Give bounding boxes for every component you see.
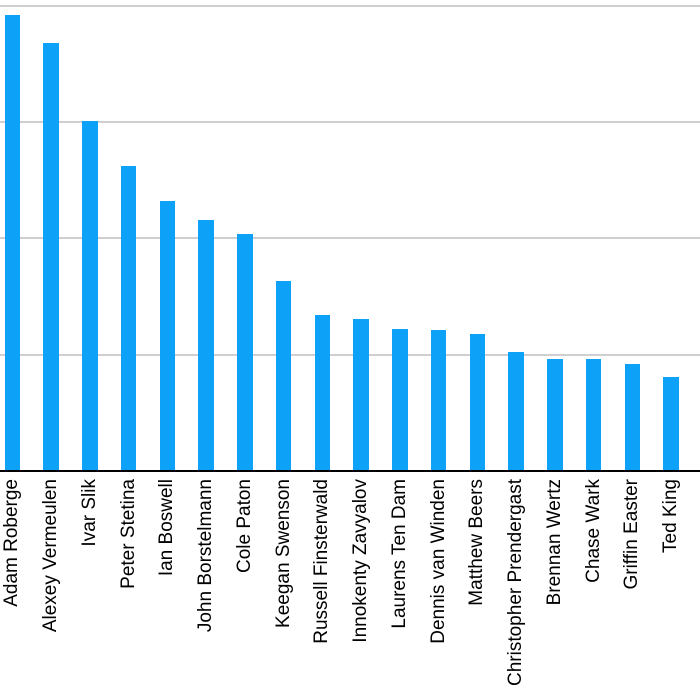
bar[interactable] xyxy=(82,120,98,470)
gridline xyxy=(0,237,700,240)
bar[interactable] xyxy=(275,281,292,470)
gridline xyxy=(0,4,700,7)
bar[interactable] xyxy=(43,43,59,470)
bar[interactable] xyxy=(237,233,253,470)
bar[interactable] xyxy=(624,364,641,470)
x-axis-line xyxy=(0,470,700,472)
x-axis-label: Chase Wark xyxy=(582,479,604,583)
x-axis-label: Ian Boswell xyxy=(156,479,178,577)
x-axis-label: Russell Finsterwald xyxy=(311,479,333,644)
bar[interactable] xyxy=(547,359,563,470)
x-axis-label: Laurens Ten Dam xyxy=(388,479,410,629)
x-axis-label: Ted King xyxy=(660,479,682,553)
bar[interactable] xyxy=(120,166,137,470)
x-axis-label: Keegan Swenson xyxy=(272,479,294,628)
x-axis-label: Christopher Prendergast xyxy=(505,479,527,686)
x-axis-label: Cole Paton xyxy=(233,479,255,574)
gridline xyxy=(0,121,700,124)
x-axis-label: Alexey Vermeulen xyxy=(40,479,62,633)
bar[interactable] xyxy=(469,333,486,470)
bar[interactable] xyxy=(353,318,369,470)
x-axis-label: Matthew Beers xyxy=(466,479,488,606)
x-axis-label: John Borstelmann xyxy=(195,479,217,633)
x-axis-label: Peter Stetina xyxy=(117,479,139,589)
x-axis-label: Ivar Slik xyxy=(78,479,100,547)
x-axis-label: Adam Roberge xyxy=(1,479,23,607)
bar[interactable] xyxy=(663,376,679,470)
x-axis-label: Dennis van Winden xyxy=(427,479,449,644)
gridline xyxy=(0,353,700,356)
x-axis-label: Brennan Wertz xyxy=(543,479,565,606)
bar[interactable] xyxy=(4,15,21,470)
bar[interactable] xyxy=(508,352,524,470)
bar[interactable] xyxy=(198,219,214,470)
x-axis-label: Innokenty Zavyalov xyxy=(350,479,372,643)
x-axis-label: Griffin Easter xyxy=(621,479,643,590)
bar[interactable] xyxy=(314,315,331,470)
bar[interactable] xyxy=(159,201,176,470)
bar[interactable] xyxy=(392,329,408,470)
bar[interactable] xyxy=(585,359,602,470)
bar[interactable] xyxy=(430,330,447,470)
